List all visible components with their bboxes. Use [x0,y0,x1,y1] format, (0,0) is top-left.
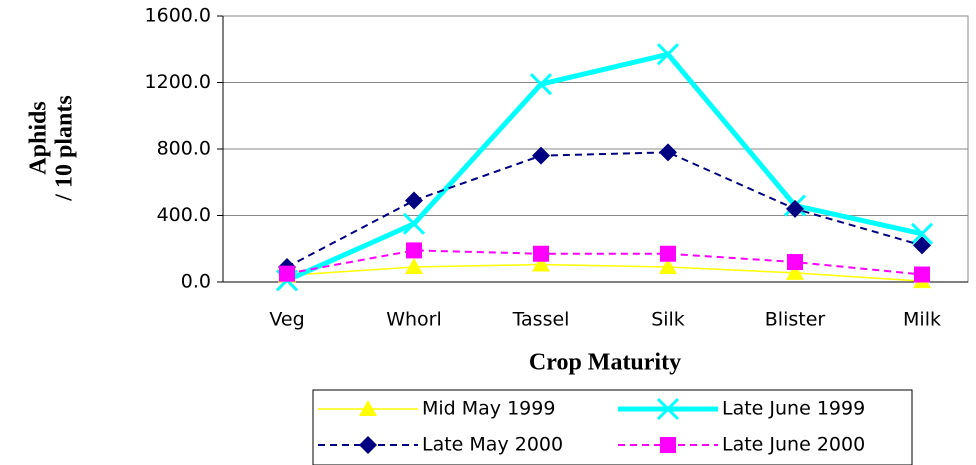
marker [533,245,549,262]
x-tick-label: Tassel [512,309,570,331]
marker [914,266,930,283]
marker [659,143,677,162]
marker [786,199,804,218]
legend-label: Late May 2000 [422,434,563,456]
marker [279,265,295,282]
marker [532,255,550,272]
marker [659,258,677,275]
legend-label: Late June 1999 [722,398,865,420]
legend-marker [660,437,676,453]
marker [913,236,931,255]
x-tick-label: Blister [765,309,826,331]
series-line [286,151,923,268]
y-tick-label: 400.0 [157,204,211,226]
y-axis-title: / 10 plants [52,95,78,201]
marker [660,245,676,262]
y-axis-title: Aphids [26,101,52,174]
marker [529,73,553,96]
y-tick-label: 1600.0 [145,5,211,27]
marker [656,43,680,66]
x-axis-title: Crop Maturity [529,350,681,376]
marker [910,222,934,245]
legend-marker [359,400,377,416]
series-line [286,263,923,282]
x-tick-label: Whorl [386,309,442,331]
x-tick-label: Silk [651,309,685,331]
series-line [285,51,923,283]
legend-marker [359,436,377,454]
legend-label: Late June 2000 [722,434,865,456]
series-line [286,249,923,276]
y-tick-label: 800.0 [157,138,211,160]
legend-marker [656,397,680,421]
legend-box [312,389,913,465]
marker [786,263,804,280]
marker [405,258,423,275]
marker [787,254,803,271]
legend-label: Mid May 1999 [422,398,555,420]
marker [406,242,422,259]
x-tick-label: Veg [269,309,304,331]
y-tick-label: 1200.0 [145,71,211,93]
x-tick-label: Milk [903,309,941,331]
marker [402,212,426,235]
marker [532,146,550,165]
y-tick-label: 0.0 [181,271,211,293]
marker [405,191,423,210]
